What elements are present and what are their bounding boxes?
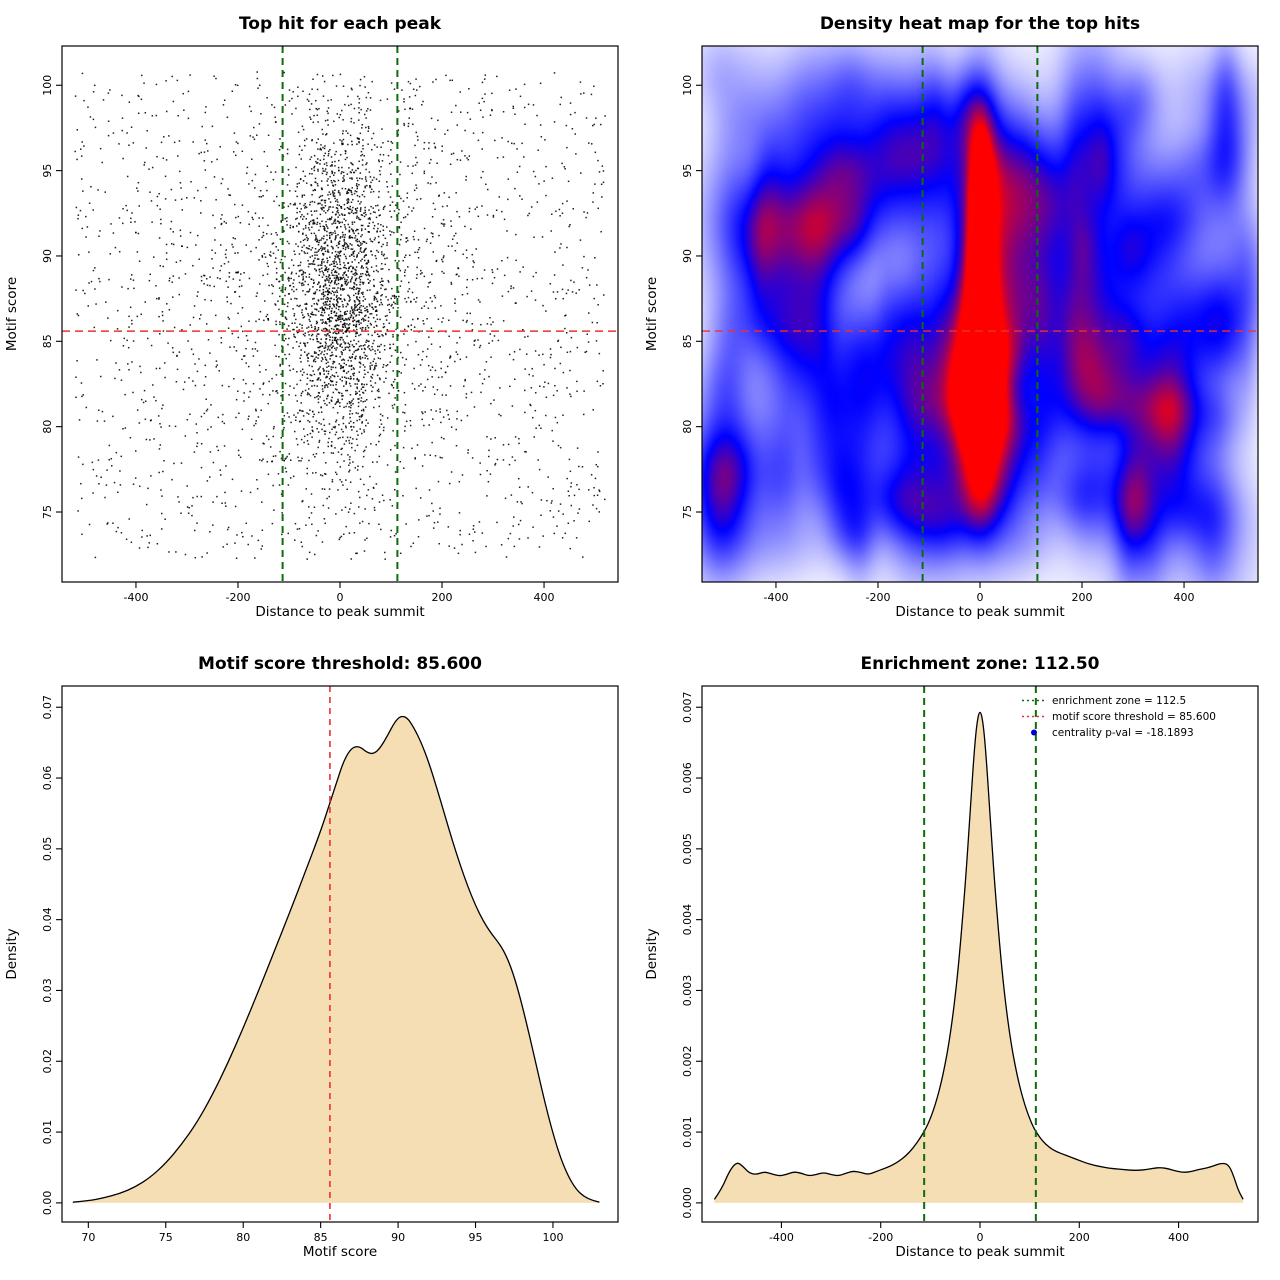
x-axis-label: Distance to peak summit	[255, 604, 425, 620]
scatter-plot-canvas	[0, 0, 640, 640]
chart-title: Density heat map for the top hits	[819, 14, 1141, 34]
y-axis-label: Motif score	[4, 276, 20, 352]
y-axis-label: Density	[4, 928, 20, 980]
distance-density-canvas	[640, 640, 1280, 1280]
panel-top-hit-scatter: Top hit for each peak Distance to peak s…	[0, 0, 640, 640]
chart-title: Enrichment zone: 112.50	[860, 654, 1100, 674]
panel-density-heatmap: Density heat map for the top hits Distan…	[640, 0, 1280, 640]
x-axis-label: Distance to peak summit	[895, 604, 1065, 620]
x-axis-label: Distance to peak summit	[895, 1244, 1065, 1260]
score-density-canvas	[0, 640, 640, 1280]
panel-motif-score-density: Motif score threshold: 85.600 Motif scor…	[0, 640, 640, 1280]
chart-title: Motif score threshold: 85.600	[198, 654, 482, 674]
panel-enrichment-zone-density: Enrichment zone: 112.50 Distance to peak…	[640, 640, 1280, 1280]
y-axis-label: Motif score	[644, 276, 660, 352]
heatmap-canvas	[640, 0, 1280, 640]
x-axis-label: Motif score	[302, 1244, 378, 1260]
chart-title: Top hit for each peak	[238, 14, 442, 34]
y-axis-label: Density	[644, 928, 660, 980]
